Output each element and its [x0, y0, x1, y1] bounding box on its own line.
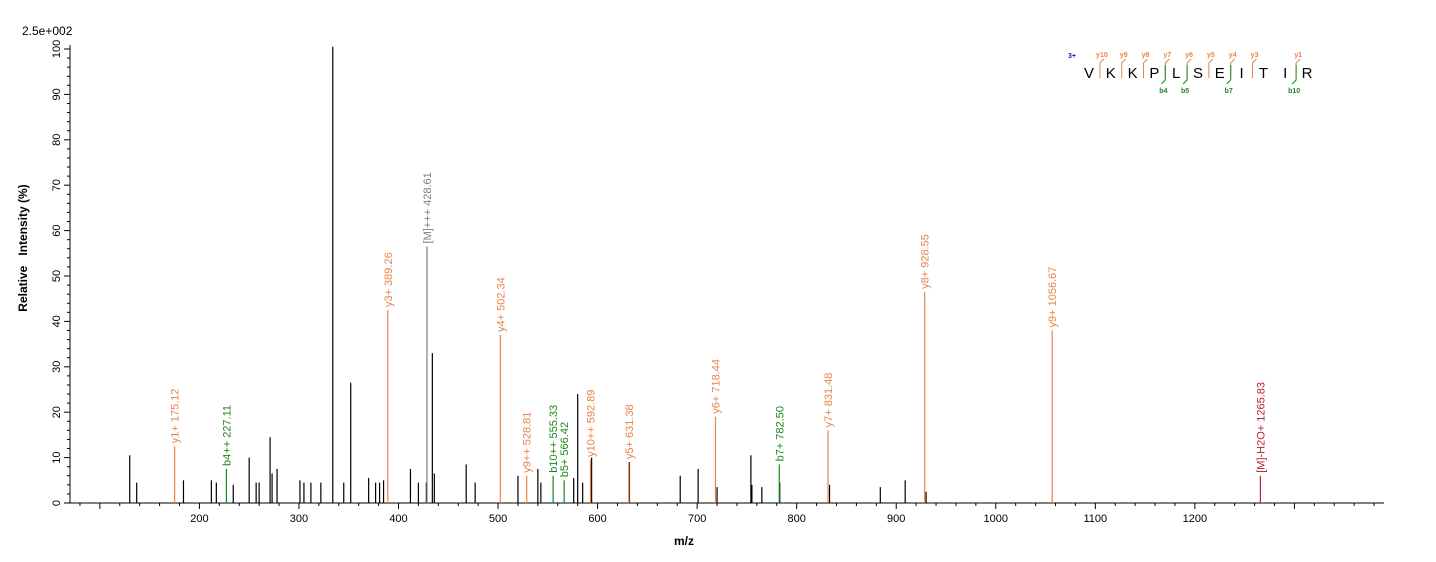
- peak-label: [M]-H2O+ 1265.83: [1255, 382, 1267, 473]
- axes: 200 300 400 500 600 700 800 900 1000 1100 1200 0 10 2…: [51, 40, 1384, 525]
- b-ion-bracket: [1182, 65, 1188, 85]
- peak-label: [M]+++ 428.61: [422, 172, 434, 243]
- y-tick-label: 50: [51, 270, 63, 282]
- peak-label: y9+ 1056.67: [1047, 267, 1059, 328]
- peak-labels: y1+ 175.12 b4++ 227.11 y3+ 389.26 [M]+++ 42…: [170, 172, 1268, 477]
- b-ion-bracket: [1226, 65, 1232, 85]
- sequence-residue: R: [1302, 65, 1313, 82]
- y-tick-label: 30: [51, 361, 63, 373]
- intensity-scale-label: 2.5e+002: [22, 24, 73, 38]
- x-tick-label: 1100: [1083, 513, 1107, 525]
- y-tick-label: 60: [51, 224, 63, 236]
- b-ion-marker: b5: [1181, 88, 1189, 95]
- y-ion-bracket: [1186, 58, 1192, 78]
- y-ion-bracket: [1121, 58, 1127, 78]
- y-ion-marker: y9: [1120, 52, 1128, 59]
- peak-label: b7+ 782.50: [774, 406, 786, 461]
- y-ion-marker: y4: [1229, 52, 1237, 59]
- x-tick-label: 900: [887, 513, 905, 525]
- y-ion-bracket: [1164, 58, 1170, 78]
- sequence-residue: E: [1215, 65, 1225, 82]
- sequence-residue: P: [1149, 65, 1159, 82]
- peak-label: y10++ 592.89: [586, 390, 598, 457]
- x-tick-label: 400: [389, 513, 407, 525]
- y-ion-marker: y8: [1142, 52, 1150, 59]
- peak-label: y5+ 631.38: [624, 404, 636, 459]
- sequence-residue: T: [1259, 65, 1268, 82]
- y-ion-marker: y1: [1294, 52, 1302, 59]
- y-tick-label: 10: [51, 451, 63, 463]
- sequence-residue: I: [1283, 65, 1287, 82]
- b-ion-marker: b7: [1225, 88, 1233, 95]
- peak-label: y7+ 831.48: [823, 373, 835, 428]
- peak-label: y3+ 389.26: [383, 252, 395, 307]
- peak-label: y6+ 718.44: [710, 359, 722, 414]
- x-tick-label: 500: [489, 513, 507, 525]
- b-ion-marker: b10: [1288, 88, 1300, 95]
- y-ion-marker: y10: [1096, 52, 1108, 59]
- peak-label: y8+ 928.55: [920, 234, 932, 289]
- y-tick-label: 70: [51, 179, 63, 191]
- peak-label: b4++ 227.11: [221, 405, 233, 466]
- x-tick-label: 200: [190, 513, 208, 525]
- b-ion-bracket: [1160, 65, 1166, 85]
- charge-state: 3+: [1068, 53, 1076, 60]
- sequence-residue: S: [1193, 65, 1203, 82]
- x-axis-title: m/z: [674, 534, 694, 548]
- peak-label: y9++ 528.81: [522, 412, 534, 473]
- y-ion-marker: y7: [1163, 52, 1171, 59]
- sequence-residue: L: [1172, 65, 1180, 82]
- y-tick-label: 100: [51, 40, 63, 58]
- y-ion-bracket: [1143, 58, 1148, 78]
- sequence-residue: V: [1084, 65, 1094, 82]
- y-tick-label: 40: [51, 315, 63, 327]
- y-ion-marker: y5: [1207, 52, 1215, 59]
- y-ion-marker: y6: [1185, 52, 1193, 59]
- y-ion-bracket: [1099, 58, 1105, 78]
- sequence-residue: K: [1128, 65, 1138, 82]
- y-ion-bracket: [1252, 58, 1257, 78]
- x-tick-label: 300: [290, 513, 308, 525]
- x-tick-label: 1200: [1183, 513, 1207, 525]
- x-tick-label: 600: [588, 513, 606, 525]
- y-tick-label: 20: [51, 406, 63, 418]
- x-tick-label: 800: [788, 513, 806, 525]
- peak-label: b5+ 566.42: [559, 422, 571, 477]
- y-tick-label: 90: [51, 88, 63, 100]
- y-ion-bracket: [1230, 58, 1236, 78]
- y-ion-marker: y3: [1251, 52, 1259, 59]
- y-ion-bracket: [1295, 58, 1301, 78]
- peak-label: y4+ 502.34: [495, 277, 507, 332]
- b-ion-bracket: [1291, 65, 1297, 85]
- peak-label: y1+ 175.12: [170, 389, 182, 444]
- peaks: [129, 46, 1261, 503]
- y-tick-label: 0: [51, 500, 63, 506]
- x-tick-label: 700: [688, 513, 706, 525]
- y-axis-title: Relative Intensity (%): [16, 184, 30, 311]
- y-tick-label: 80: [51, 134, 63, 146]
- y-ion-bracket: [1208, 58, 1214, 78]
- sequence-residue: I: [1240, 65, 1244, 82]
- sequence-residue: K: [1106, 65, 1116, 82]
- x-tick-label: 1000: [984, 513, 1008, 525]
- peak-label: b10++ 555.33: [548, 405, 560, 473]
- b-ion-marker: b4: [1159, 88, 1167, 95]
